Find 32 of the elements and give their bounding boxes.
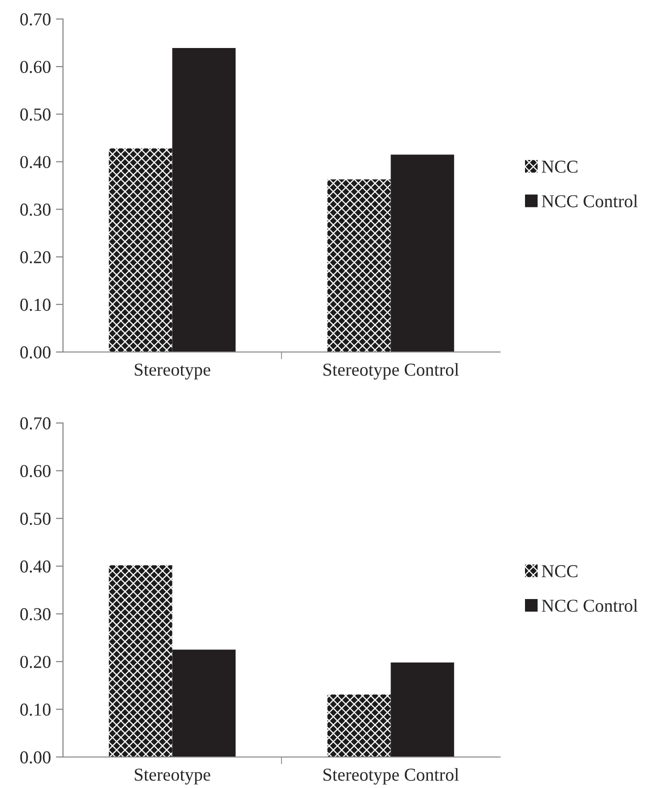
x-tick-label: Stereotype [134, 364, 210, 380]
x-tick-label: Stereotype Control [324, 768, 459, 785]
bar [108, 565, 172, 757]
y-tick-label: 0.20 [20, 656, 51, 668]
legend-label: NCC Control [542, 599, 638, 612]
y-tick-label: 0.30 [20, 204, 51, 216]
bar [172, 650, 236, 757]
y-tick-label: 0.00 [20, 751, 51, 764]
bar [390, 662, 454, 757]
legend-label: NCC [542, 160, 578, 173]
y-tick-label: 0.10 [20, 298, 51, 311]
x-tick-label: Stereotype Control [324, 363, 459, 380]
y-tick-label: 0.70 [20, 13, 51, 26]
y-tick-label: 0.50 [20, 108, 51, 121]
legend-label: NCC [542, 565, 578, 578]
y-tick-label: 0.10 [20, 704, 51, 716]
y-tick-label: 0.50 [20, 512, 51, 525]
y-tick-label: 0.00 [20, 346, 51, 359]
bar [108, 148, 172, 352]
y-tick-label: 0.70 [20, 417, 51, 430]
y-tick-label: 0.60 [20, 464, 51, 478]
bar [327, 694, 391, 757]
y-tick-label: 0.60 [20, 60, 51, 74]
legend-label: NCC Control [542, 194, 638, 208]
x-tick-label: Stereotype [134, 768, 210, 784]
y-tick-label: 0.20 [20, 251, 51, 264]
y-tick-label: 0.40 [20, 560, 51, 573]
y-tick-label: 0.40 [20, 156, 51, 168]
bar [172, 48, 236, 352]
bar [390, 154, 454, 352]
bar [327, 179, 391, 352]
y-tick-label: 0.30 [20, 608, 51, 620]
